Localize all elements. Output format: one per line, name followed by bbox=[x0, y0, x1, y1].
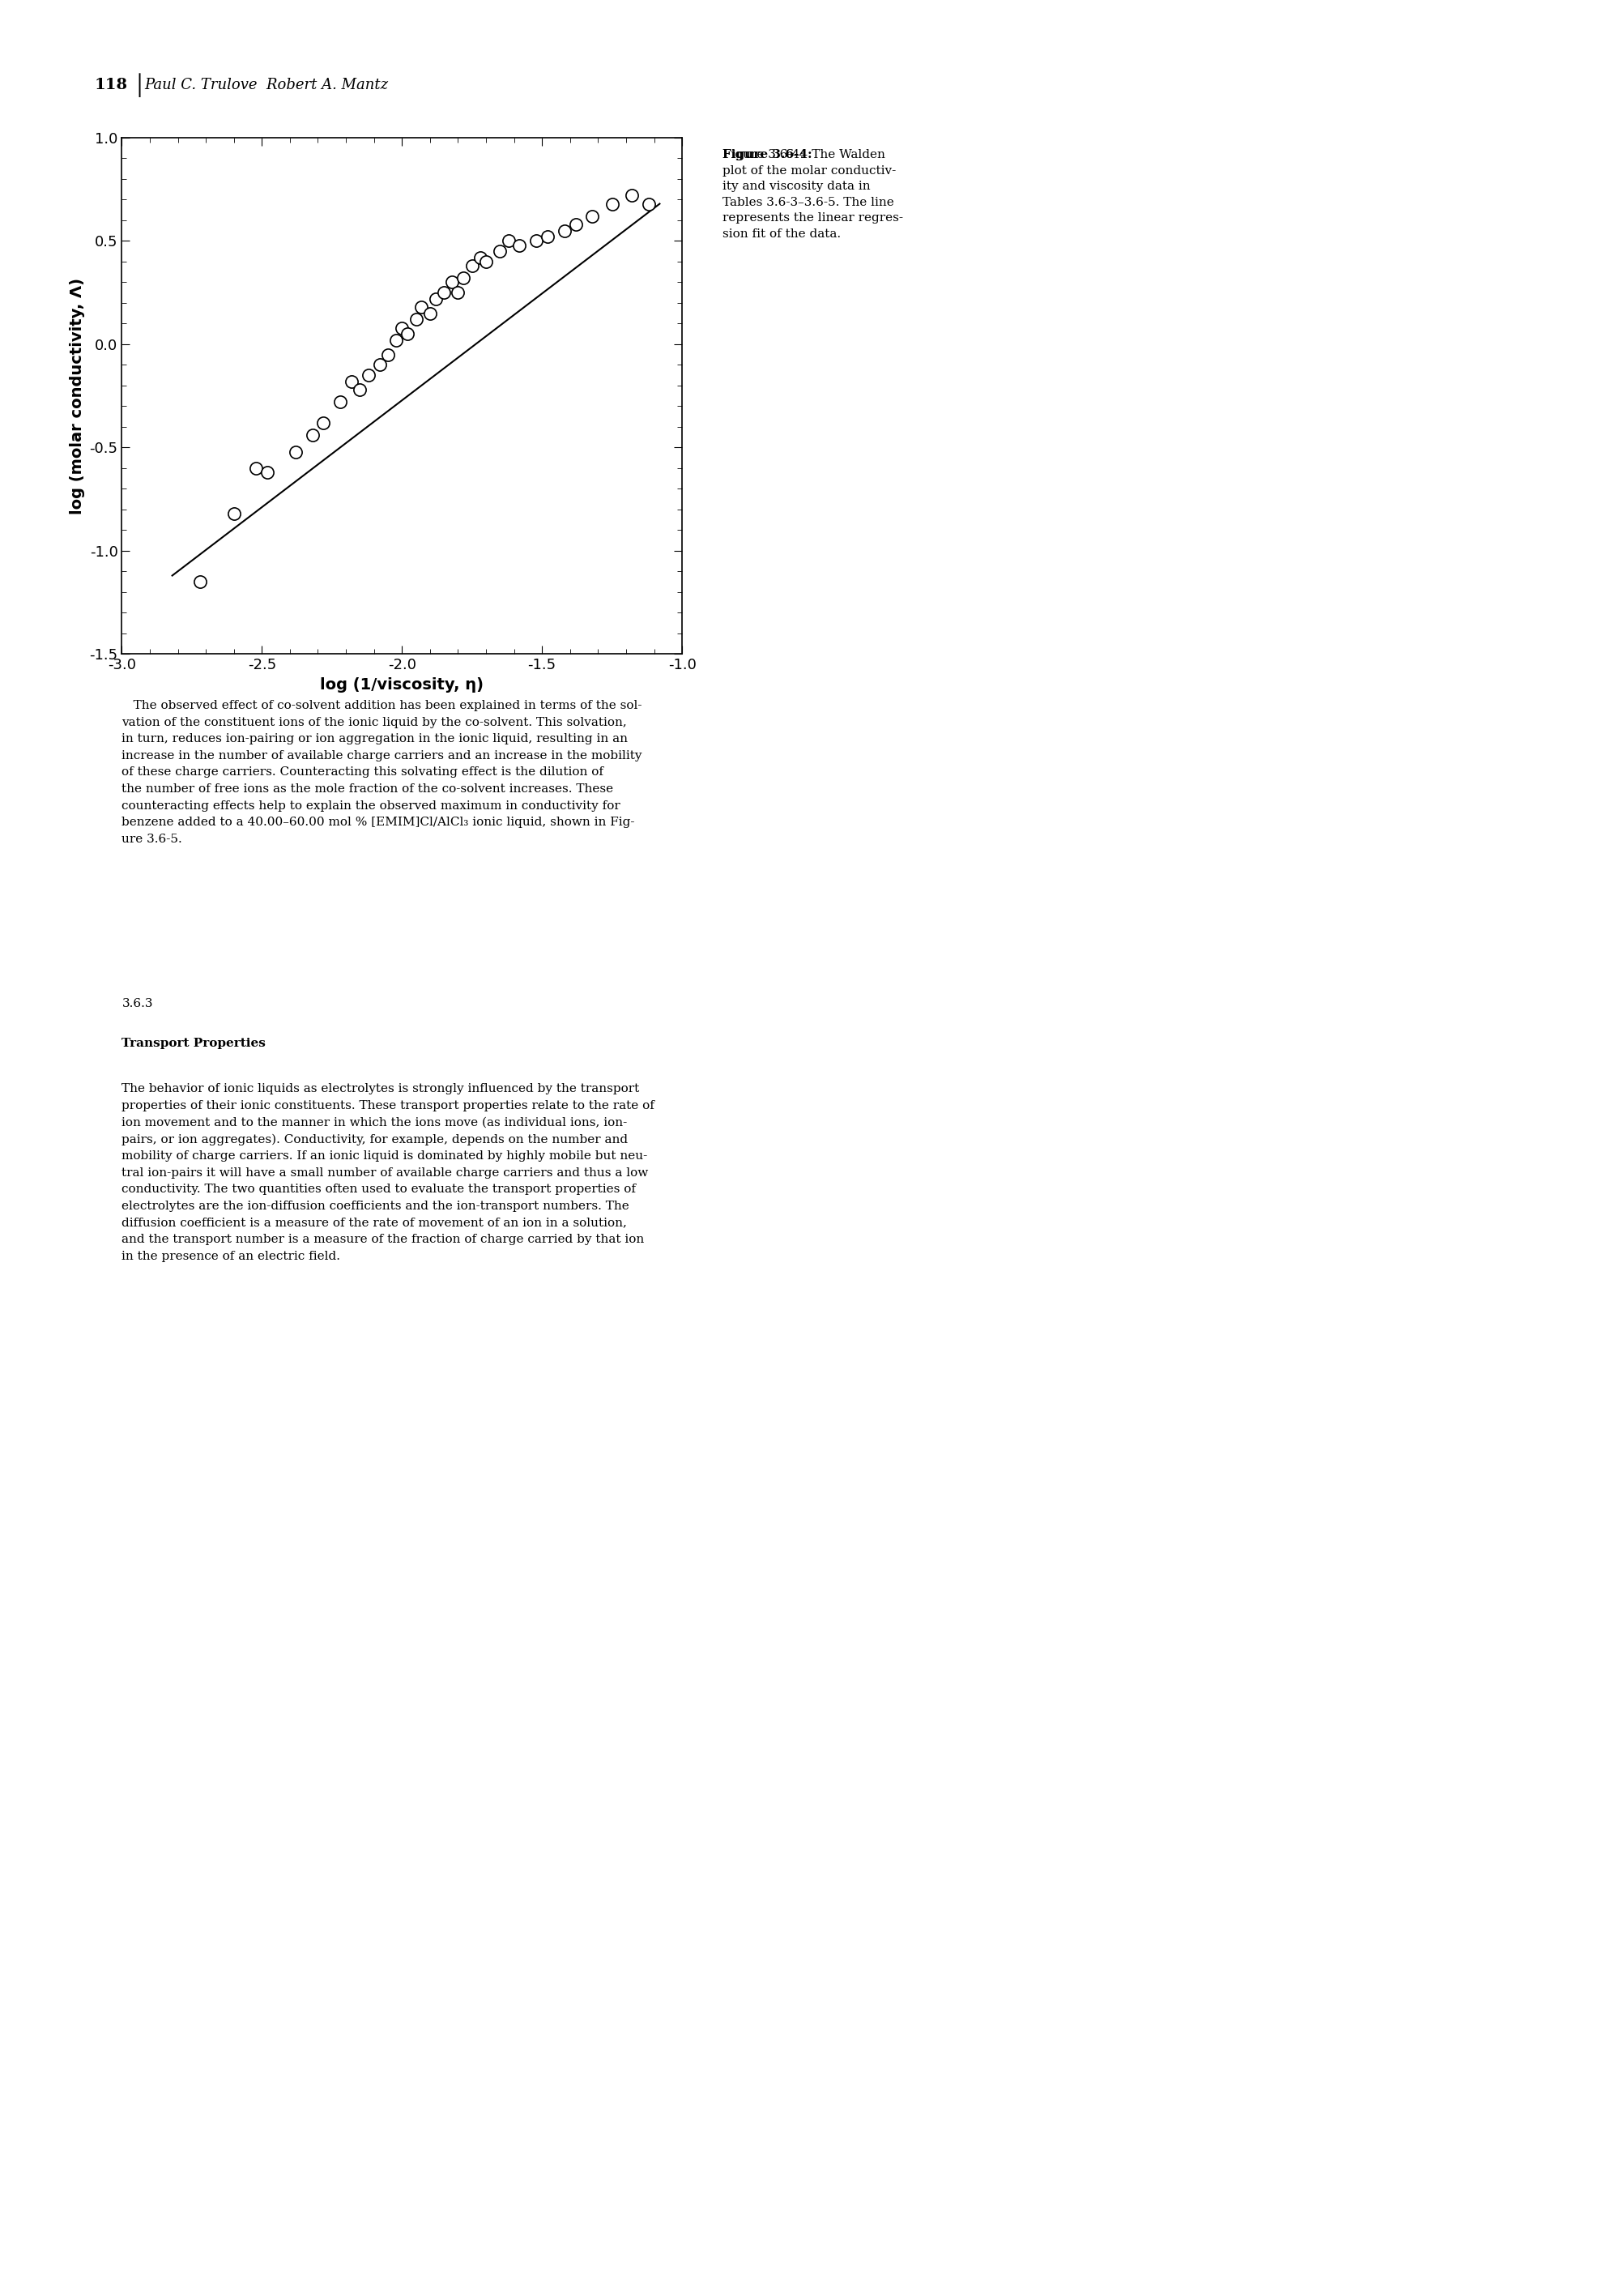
Point bbox=[430, 273, 456, 310]
Point bbox=[523, 223, 549, 259]
Point bbox=[187, 565, 213, 601]
Point bbox=[310, 404, 336, 441]
Text: │: │ bbox=[133, 73, 145, 96]
Point bbox=[495, 223, 521, 259]
Point bbox=[507, 227, 533, 264]
Point bbox=[440, 264, 466, 301]
Point bbox=[552, 211, 578, 248]
Point bbox=[403, 301, 429, 337]
Point bbox=[383, 321, 409, 358]
Point bbox=[367, 347, 393, 383]
Text: 118: 118 bbox=[94, 78, 127, 92]
Point bbox=[338, 363, 364, 399]
Point bbox=[328, 383, 354, 420]
Point bbox=[348, 372, 374, 409]
Point bbox=[450, 259, 476, 296]
Text: Figure 3.6-4:: Figure 3.6-4: bbox=[723, 149, 812, 161]
Point bbox=[445, 273, 471, 310]
Point bbox=[409, 289, 435, 326]
Point bbox=[375, 335, 401, 372]
X-axis label: log (1/viscosity, η): log (1/viscosity, η) bbox=[320, 677, 484, 693]
Point bbox=[417, 294, 443, 330]
Point bbox=[255, 454, 281, 491]
Text: Transport Properties: Transport Properties bbox=[122, 1037, 266, 1049]
Point bbox=[244, 450, 270, 487]
Point bbox=[422, 280, 448, 317]
Point bbox=[395, 314, 421, 351]
Text: 3.6.3: 3.6.3 bbox=[122, 998, 153, 1010]
Point bbox=[599, 186, 625, 223]
Point bbox=[390, 310, 416, 347]
Point bbox=[580, 197, 606, 234]
Text: The behavior of ionic liquids as electrolytes is strongly influenced by the tran: The behavior of ionic liquids as electro… bbox=[122, 1083, 654, 1262]
Y-axis label: log (molar conductivity, Λ): log (molar conductivity, Λ) bbox=[70, 278, 84, 514]
Point bbox=[635, 186, 661, 223]
Point bbox=[487, 232, 513, 269]
Point bbox=[299, 418, 325, 454]
Point bbox=[619, 177, 645, 213]
Point bbox=[562, 207, 588, 243]
Point bbox=[473, 243, 499, 280]
Text: The observed effect of co-solvent addition has been explained in terms of the so: The observed effect of co-solvent additi… bbox=[122, 700, 641, 845]
Point bbox=[468, 239, 494, 275]
Text: Figure 3.6-4:  The Walden
plot of the molar conductiv-
ity and viscosity data in: Figure 3.6-4: The Walden plot of the mol… bbox=[723, 149, 903, 239]
Point bbox=[221, 496, 247, 532]
Point bbox=[534, 218, 560, 255]
Point bbox=[283, 434, 309, 470]
Point bbox=[356, 356, 382, 395]
Point bbox=[460, 248, 486, 285]
Text: Paul C. Trulove  Robert A. Mantz: Paul C. Trulove Robert A. Mantz bbox=[145, 78, 388, 92]
